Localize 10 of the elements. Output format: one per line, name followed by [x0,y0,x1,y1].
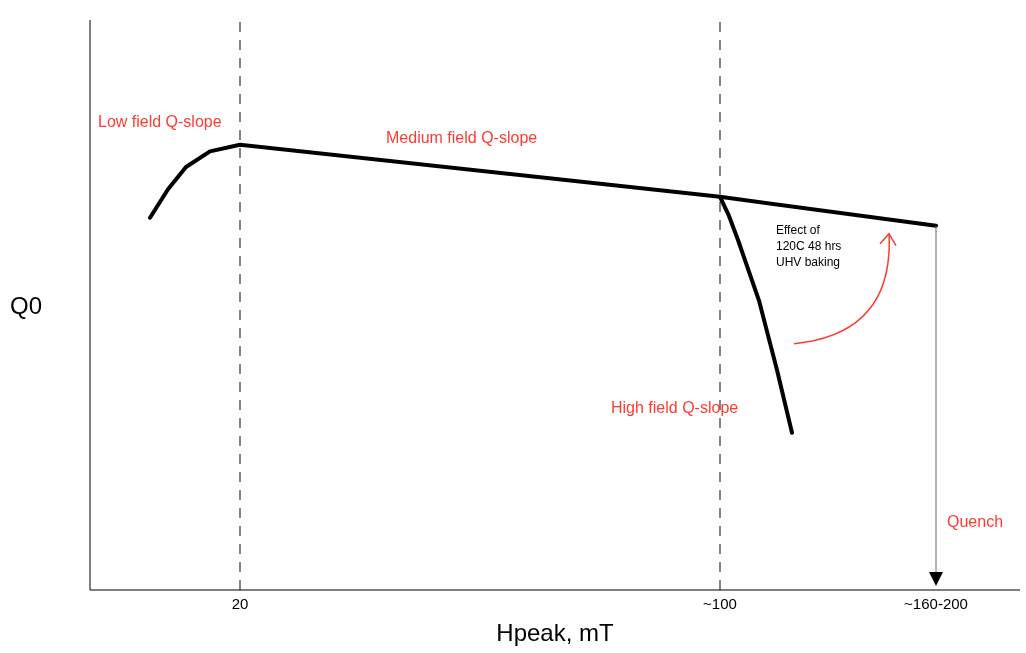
annotation: Quench [947,512,1004,532]
x-tick-label: ~100 [703,594,737,612]
x-tick-label: ~160-200 [904,594,968,612]
annotation: Effect of 120C 48 hrs UHV baking [776,222,843,270]
x-axis-title: Hpeak, mT [496,619,615,646]
y-axis-title: Q0 [10,291,43,319]
x-tick-label: 20 [231,594,249,612]
annotation: High field Q-slope [611,398,739,418]
annotation: Medium field Q-slope [386,128,538,148]
text: Low field Q-slope [98,112,222,132]
